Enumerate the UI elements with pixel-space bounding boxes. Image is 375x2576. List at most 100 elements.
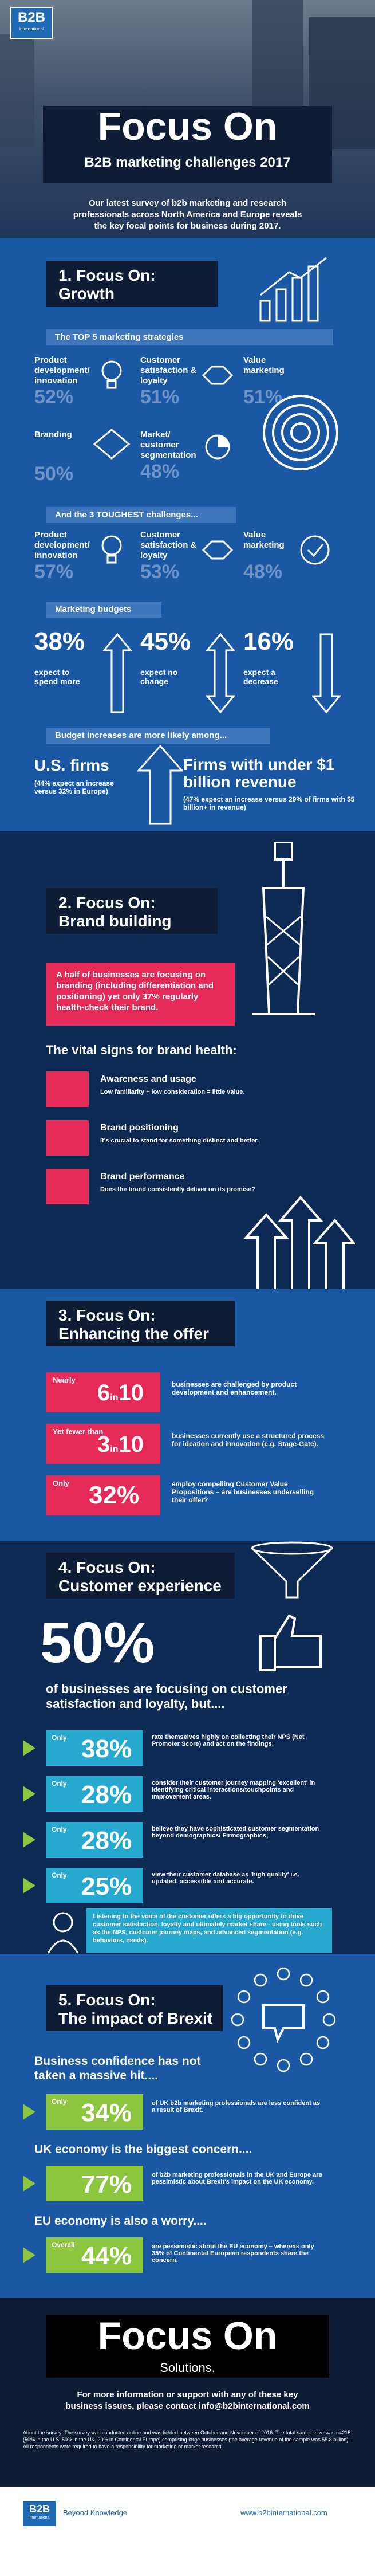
challenge-label: Value marketing [243,530,285,550]
arrow-up-icon [103,633,132,713]
value-icon [300,535,330,565]
cx-stat-prefix: Only [52,1780,67,1788]
confidence-title: Business confidence has not taken a mass… [34,2055,201,2082]
cx-section: 4. Focus On: Customer experience 50% of … [0,1541,375,1954]
challenge-value: 48% [243,561,283,583]
lightbulb-icon [101,535,122,564]
offer-stat: Only 32% [46,1475,160,1515]
footer-tagline: Beyond Knowledge [63,2508,128,2517]
arrow-both-icon [206,633,235,713]
arrow-down-icon [312,633,341,713]
cx-stat-prefix: Only [52,1825,67,1833]
firms-under-title: Firms with under $1 billion revenue [183,756,335,791]
brand-callout-text: A half of businesses are focusing on bra… [56,970,214,1012]
eu-stars-icon [231,1967,336,2072]
offer-den: 10 [118,1432,144,1457]
vital-item: Brand performance Does the brand consist… [46,1169,321,1204]
cx-stat-value: 28% [81,1781,132,1809]
brexit-stat-row: 77% of b2b marketing professionals in th… [23,2166,332,2201]
budget-item: 38% expect to spend more [34,627,132,686]
budget-label: expect a decrease [243,667,278,686]
green-arrow-icon [23,2176,35,2192]
offer-text: businesses are challenged by product dev… [172,1380,297,1396]
brexit-stat-text: of UK b2b marketing professionals are le… [152,2100,321,2114]
vital-desc: It's crucial to stand for something dist… [100,1137,259,1144]
growth-section: 1. Focus On: Growth The TOP 5 marketing … [0,238,375,831]
offer-row: Nearly 6in10 businesses are challenged b… [46,1372,332,1412]
challenge-label: Product development/ innovation [34,530,90,560]
brexit-stat-prefix: Overall [52,2241,75,2249]
vital-desc: Low familiarity + low consideration = li… [100,1089,245,1095]
brand-section: 2. Focus On: Brand building A half of bu… [0,831,375,1294]
us-firms-title: U.S. firms [34,756,109,774]
strategy-item: Market/ customer segmentation 48% [140,430,238,483]
offer-big: 3 [97,1432,110,1457]
footer-logo-text: B2B [29,2503,50,2515]
crane-icon [252,842,315,1015]
strategy-item: Value marketing 51% [243,355,295,409]
budget-value: 38% [34,627,85,655]
thumbs-up-icon [259,1614,322,1671]
strategy-label: Customer satisfaction & loyalty [140,355,197,386]
challenge-value: 57% [34,561,74,583]
growth-heading2: Growth [58,285,115,303]
footer-panel [46,2315,329,2378]
brexit-heading: 5. Focus On: [58,1991,156,2009]
pie-icon [205,434,230,460]
footer-logo-subtext: international [28,2516,51,2520]
person-icon [47,1912,79,1954]
offer-fraction: 32% [89,1481,139,1510]
offer-row: Only 32% employ compelling Customer Valu… [46,1475,332,1515]
vital-title-text: Brand positioning [100,1123,179,1133]
cx-lead: of businesses are focusing on customer s… [46,1682,287,1711]
budget-value: 45% [140,627,191,655]
growth-heading: 1. Focus On: [58,266,156,284]
eu-title: EU economy is also a worry.... [34,2214,207,2228]
offer-text: employ compelling Customer Value Proposi… [172,1480,314,1504]
top5-title: The TOP 5 marketing strategies [46,329,333,345]
growth-chart-icon [259,257,327,322]
offer-row: Yet fewer than 3in10 businesses currentl… [46,1424,332,1464]
cx-stat-value: 25% [81,1872,132,1900]
cx-stat-box: Only 25% [46,1868,143,1903]
strategy-value: 50% [34,463,74,485]
offer-prefix: Only [53,1479,69,1487]
brexit-stat-row: Overall 44% are pessimistic about the EU… [23,2237,332,2273]
strategy-label: Value marketing [243,355,285,375]
brexit-stat-prefix: Only [52,2098,67,2106]
footer-logo[interactable]: B2B international [23,2501,56,2526]
cx-stat-text: rate themselves highly on collecting the… [152,1734,305,1748]
budget-label: expect to spend more [34,667,80,686]
brand-heading: 2. Focus On: [58,894,156,912]
footer-website[interactable]: www.b2binternational.com [240,2508,327,2517]
cx-big-stat: 50% [40,1611,155,1675]
brexit-stat-row: Only 34% of UK b2b marketing professiona… [23,2094,332,2130]
challenge-item: Customer satisfaction & loyalty 53% [140,530,238,583]
vital-desc: Does the brand consistently deliver on i… [100,1186,255,1193]
offer-big: 32% [89,1481,140,1509]
strategy-value: 52% [34,386,74,408]
firms-under: Firms with under $1 billion revenue (47%… [183,756,355,812]
offer-in: in [110,1393,119,1403]
strategy-value: 51% [140,386,180,408]
cx-stat-text: believe they have sophisticated customer… [152,1825,319,1839]
brexit-stat-box: Only 34% [46,2094,143,2130]
firms-under-note: (47% expect an increase versus 29% of fi… [183,795,355,811]
cx-stat-box: Only 28% [46,1822,143,1858]
challenge-value: 53% [140,561,180,583]
vital-item: Awareness and usage Low familiarity + lo… [46,1071,321,1107]
offer-big: 6 [97,1380,110,1405]
voice-text: Listening to the voice of the customer o… [93,1913,322,1944]
offer-header: 3. Focus On: Enhancing the offer [46,1301,235,1346]
offer-stat: Yet fewer than 3in10 [46,1424,160,1464]
cx-stat-box: Only 28% [46,1776,143,1812]
hero-title: Focus On [97,105,278,148]
cx-stat-prefix: Only [52,1871,67,1879]
vital-title-text: Awareness and usage [100,1074,196,1084]
strategy-label: Market/ customer segmentation [140,430,196,460]
brexit-stat-text: are pessimistic about the EU economy – w… [152,2243,314,2264]
cx-heading2: Customer experience [58,1577,222,1595]
logo[interactable]: B2B international [10,7,53,39]
funnel-icon [251,1541,333,1599]
